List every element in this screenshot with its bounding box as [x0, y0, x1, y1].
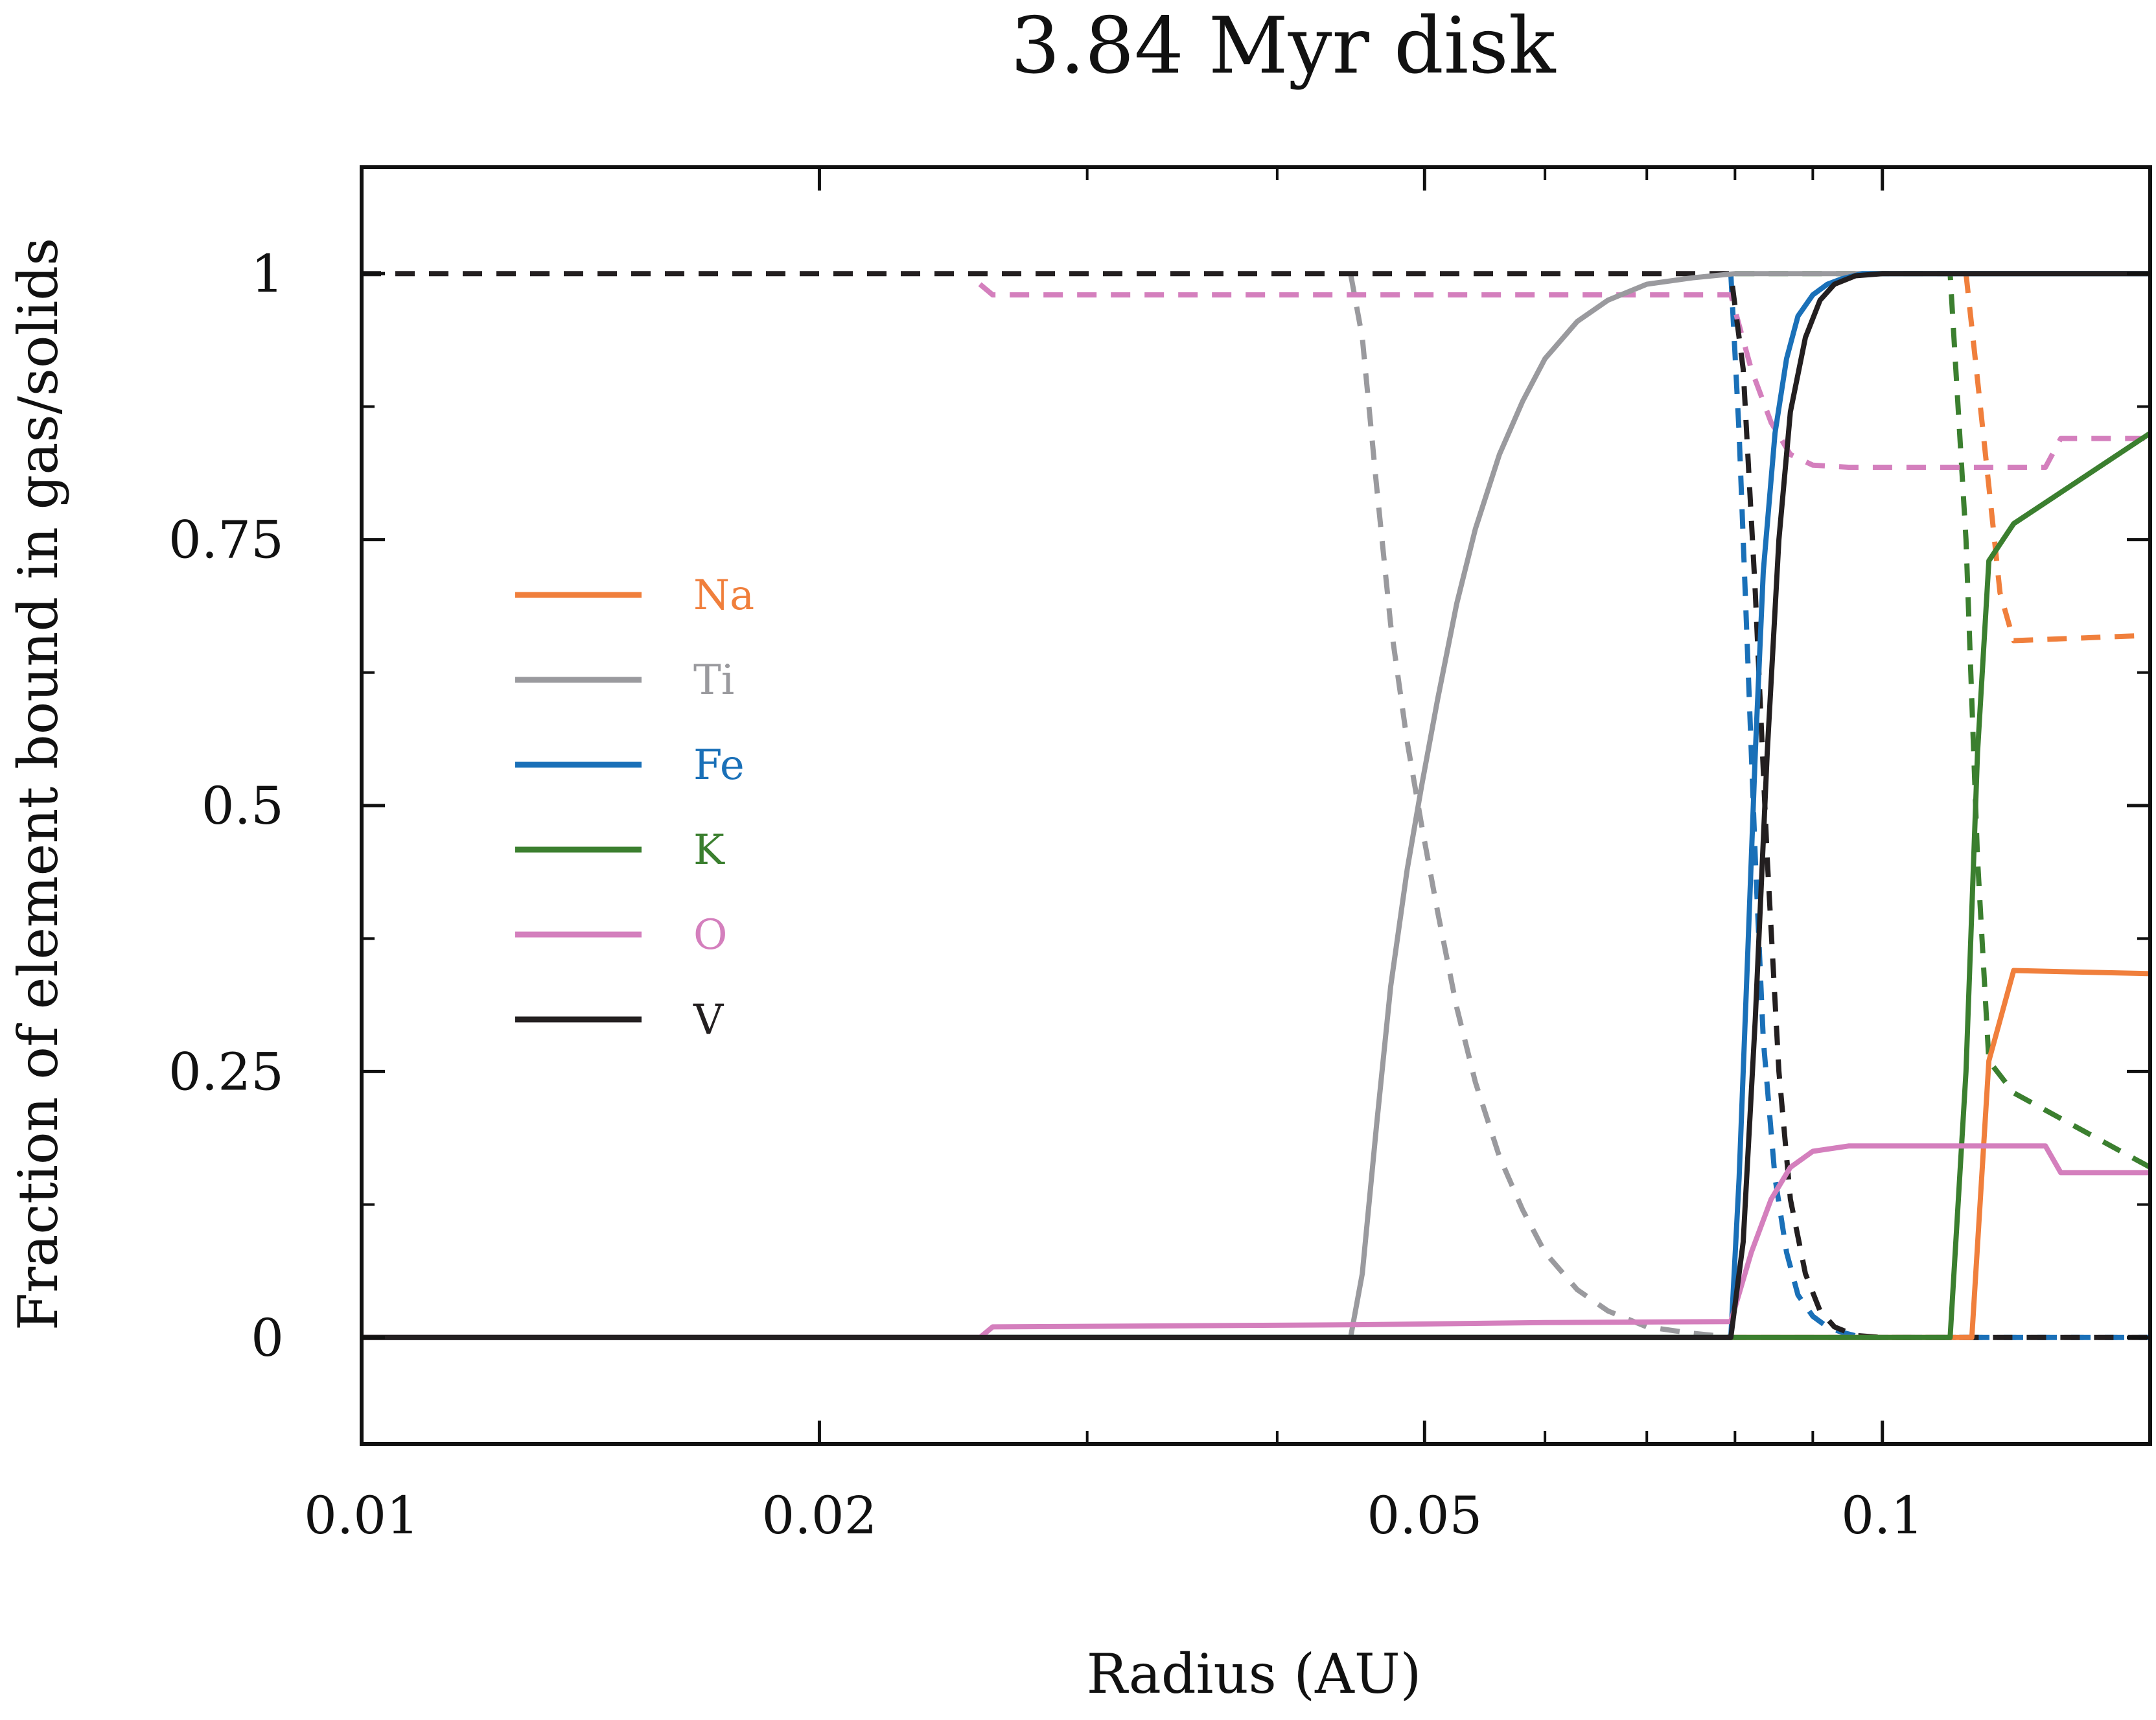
series-line-o-dashed	[978, 282, 2150, 470]
plot-area: 0.01 0.02 0.05 0.1 0 0.25 0.5 0.75 1	[168, 165, 2152, 1546]
legend-label-v: V	[693, 996, 724, 1044]
x-axis: 0.01 0.02 0.05 0.1	[304, 167, 1923, 1546]
series-line-k-solid	[362, 430, 2150, 1340]
y-tick-label: 0	[251, 1308, 284, 1368]
legend-label-fe: Fe	[693, 741, 745, 789]
chart-title: 3.84 Myr disk	[1011, 1, 1557, 91]
x-tick-label: 0.02	[761, 1485, 877, 1546]
x-tick-label: 0.01	[304, 1485, 419, 1546]
legend-label-o: O	[693, 911, 727, 959]
y-axis-label: Fraction of element bound in gas/solids	[6, 238, 70, 1331]
y-tick-label: 0.25	[168, 1041, 284, 1102]
series-line-na-solid	[362, 968, 2150, 1340]
series-line-v-solid	[362, 271, 2150, 1340]
x-axis-label: Radius (AU)	[1087, 1642, 1422, 1706]
y-tick-label: 0.5	[202, 776, 284, 836]
series-line-ti-solid	[362, 271, 2150, 1340]
series-line-v-dashed	[362, 271, 2150, 1340]
series-layer	[362, 271, 2150, 1340]
legend-label-k: K	[693, 826, 725, 874]
legend: Na Ti Fe KOV	[515, 572, 754, 1044]
series-line-na-dashed	[1963, 273, 2150, 644]
y-tick-label: 0.75	[168, 510, 284, 570]
legend-label-na: Na	[693, 572, 754, 620]
x-tick-label: 0.1	[1841, 1485, 1923, 1546]
y-axis: 0 0.25 0.5 0.75 1	[168, 244, 2150, 1368]
legend-label-ti: Ti	[693, 657, 734, 704]
y-tick-label: 1	[251, 244, 284, 304]
series-line-fe-dashed	[1728, 273, 2150, 1340]
series-line-ti-dashed	[1348, 273, 2150, 1340]
series-line-o-solid	[362, 1143, 2150, 1340]
plot-frame	[360, 165, 2152, 1446]
series-line-fe-solid	[362, 271, 2150, 1340]
series-line-k-dashed	[1735, 271, 2150, 1170]
x-tick-label: 0.05	[1367, 1485, 1482, 1546]
